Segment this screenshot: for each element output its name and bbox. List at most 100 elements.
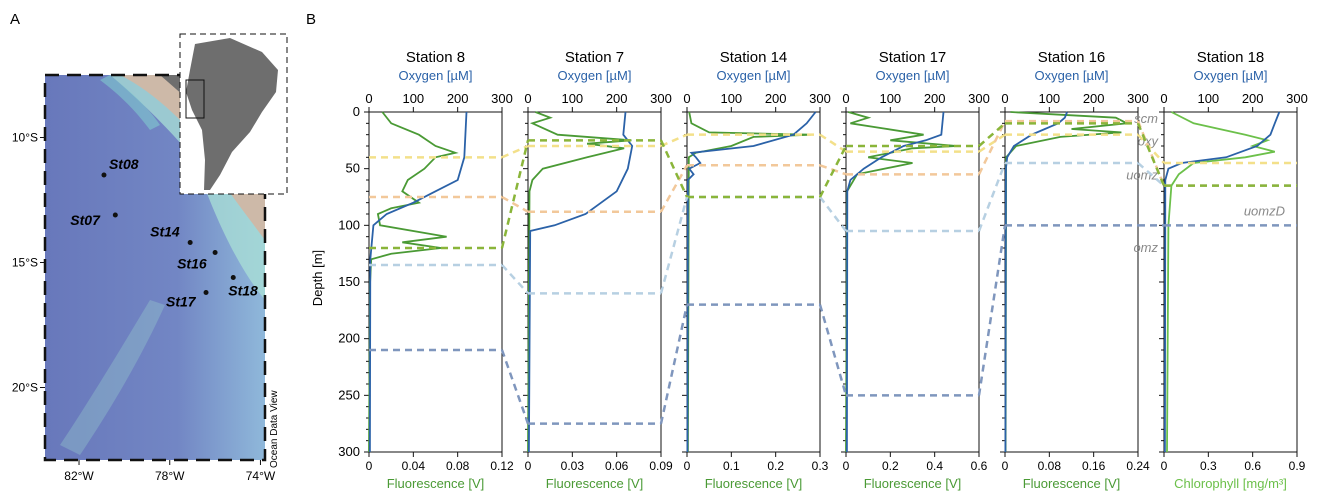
layer-connector-uomz [819,196,847,232]
bottom-tick-label: 0 [843,459,850,473]
bottom-axis-label: Fluorescence [V] [546,476,644,491]
bottom-tick-label: 0.3 [812,459,829,473]
layer-connector-scm [500,140,530,249]
depth-tick-label: 0 [353,104,360,119]
layer-connector-scm [659,139,689,198]
layer-connector-omz [500,349,530,425]
inset-study-box [185,79,205,119]
panel-title: Station 18 [1197,49,1265,66]
layer-connector-scm [818,145,848,198]
station-marker [212,250,218,255]
bottom-tick-label: 0.9 [1289,459,1306,473]
bottom-axis-label: Fluorescence [V] [705,476,803,491]
top-tick-label: 200 [1242,91,1264,106]
shelf-edge [100,75,160,130]
top-tick-label: 300 [491,91,513,106]
bottom-tick-label: 0.1 [723,459,740,473]
top-axis-label: Oxygen [µM] [876,68,950,83]
profile-panel: Station 17 Oxygen [µM] Fluorescence [V] 0 10… [841,49,990,491]
layer-label: uomzD [1244,204,1285,219]
profile-panel: Station 7 Oxygen [µM] Fluorescence [V] 0 100… [523,49,673,491]
bottom-tick-label: 0.6 [1244,459,1261,473]
bottom-axis-label: Fluorescence [V] [387,476,485,491]
top-tick-label: 0 [683,91,690,106]
bottom-tick-label: 0 [1161,459,1168,473]
station-marker [203,290,209,295]
bottom-tick-label: 0.06 [605,459,629,473]
station-label: St16 [177,256,207,272]
panel-label-a: A [10,11,20,28]
top-tick-label: 200 [606,91,628,106]
layer-label: uomz [1126,167,1158,182]
station-marker [101,172,107,178]
panel-frame [686,111,821,453]
top-tick-label: 0 [524,91,531,106]
top-tick-label: 300 [650,91,672,106]
top-tick-label: 100 [561,91,583,106]
panel-title: Station 8 [406,49,465,66]
bottom-tick-label: 0.2 [767,459,784,473]
top-tick-label: 100 [1197,91,1219,106]
layer-connector-uomzD [501,195,529,213]
layer-connector-uomz [977,162,1007,232]
bottom-tick-label: 0.4 [926,459,943,473]
inset-continent [186,38,278,190]
bottom-tick-label: 0.2 [882,459,899,473]
layer-connector-omz [977,225,1007,396]
station-map: 10°S 15°S 20°S 82°W 78°W 74°W Ocean Data Vie… [12,33,288,483]
top-tick-label: 0 [365,91,372,106]
panel-title: Station 16 [1038,49,1106,66]
station-label: St14 [150,224,180,240]
top-tick-label: 200 [1083,91,1105,106]
y-axis-label: Depth [m] [310,250,325,306]
bottom-tick-label: 0.6 [971,459,988,473]
layer-connector-oxy [501,144,529,159]
bottom-tick-label: 0 [366,459,373,473]
top-tick-label: 200 [924,91,946,106]
profile-panel: Station 18 Oxygen [µM] Chlorophyll [mg/m³]… [1126,49,1308,491]
profile-panel: Station 16 Oxygen [µM] Fluorescence [V] 0 10… [1000,49,1150,491]
layer-connector-omz [659,304,689,424]
lon-tick-label: 78°W [155,469,185,483]
depth-tick-label: 300 [338,444,360,459]
oxygen-line [686,111,817,453]
profile-panel: Station 14 Oxygen [µM] Fluorescence [V] 0 10… [682,49,831,491]
layer-connector-oxy [660,133,688,148]
top-axis-label: Oxygen [µM] [717,68,791,83]
station-label: St17 [166,294,197,310]
bottom-tick-label: 0 [525,459,532,473]
bottom-axis-label: Chlorophyll [mg/m³] [1174,476,1287,491]
oxygen-line [846,111,945,453]
layer-label: scm [1134,111,1158,126]
top-axis-label: Oxygen [µM] [1035,68,1109,83]
bottom-axis-label: Fluorescence [V] [1023,476,1121,491]
layer-connector-uomzD [977,120,1007,175]
inset-frame [179,33,288,195]
bottom-tick-label: 0.04 [402,459,426,473]
depth-tick-label: 100 [338,217,360,232]
layer-connector-uomzD [659,164,689,213]
fluorescence-line [527,111,632,453]
bottom-axis-label: Fluorescence [V] [864,476,962,491]
bottom-tick-label: 0.12 [490,459,514,473]
oxygen-line [1164,111,1281,453]
station-marker [187,240,193,245]
panel-title: Station 14 [720,49,788,66]
layer-connector-oxy [978,133,1006,153]
bottom-tick-label: 0.08 [446,459,470,473]
top-tick-label: 300 [968,91,990,106]
map-watermark: Ocean Data View [269,390,280,468]
lon-tick-label: 82°W [64,469,94,483]
layer-connector-uomz [501,264,529,295]
top-tick-label: 100 [720,91,742,106]
ridge-feature [60,300,165,455]
oxygen-line [368,111,468,453]
layer-connector-oxy [1137,133,1165,164]
top-tick-label: 100 [1038,91,1060,106]
depth-tick-label: 250 [338,387,360,402]
station-label: St18 [228,283,258,299]
bottom-tick-label: 0.16 [1082,459,1106,473]
profile-panel: Station 8 Oxygen [µM] Fluorescence [V] 0 100… [338,49,514,491]
depth-tick-label: 150 [338,274,360,289]
top-axis-label: Oxygen [µM] [558,68,632,83]
